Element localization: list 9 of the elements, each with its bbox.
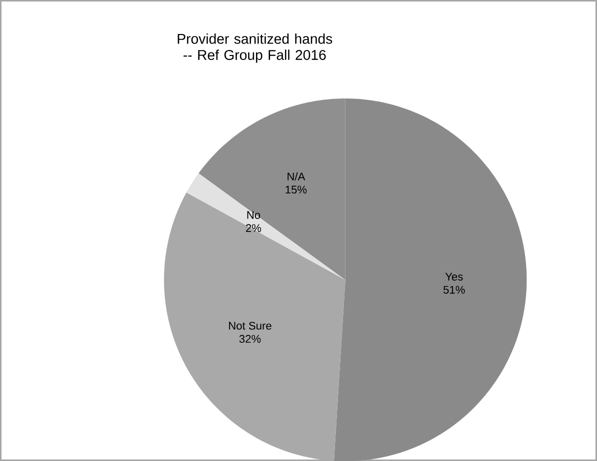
slice-label: Yes	[445, 272, 463, 280]
slice-label: N/A	[288, 172, 306, 180]
chart-title: Provider sanitized hands -- Ref Group Fall 2016	[178, 33, 332, 63]
slice-label: Not Sure	[229, 322, 272, 330]
data-label: 32%	[239, 334, 261, 343]
data-label: 51%	[443, 286, 465, 294]
data-label: 2%	[246, 224, 262, 232]
slice-label: No	[247, 211, 260, 219]
data-label: 15%	[286, 186, 307, 194]
